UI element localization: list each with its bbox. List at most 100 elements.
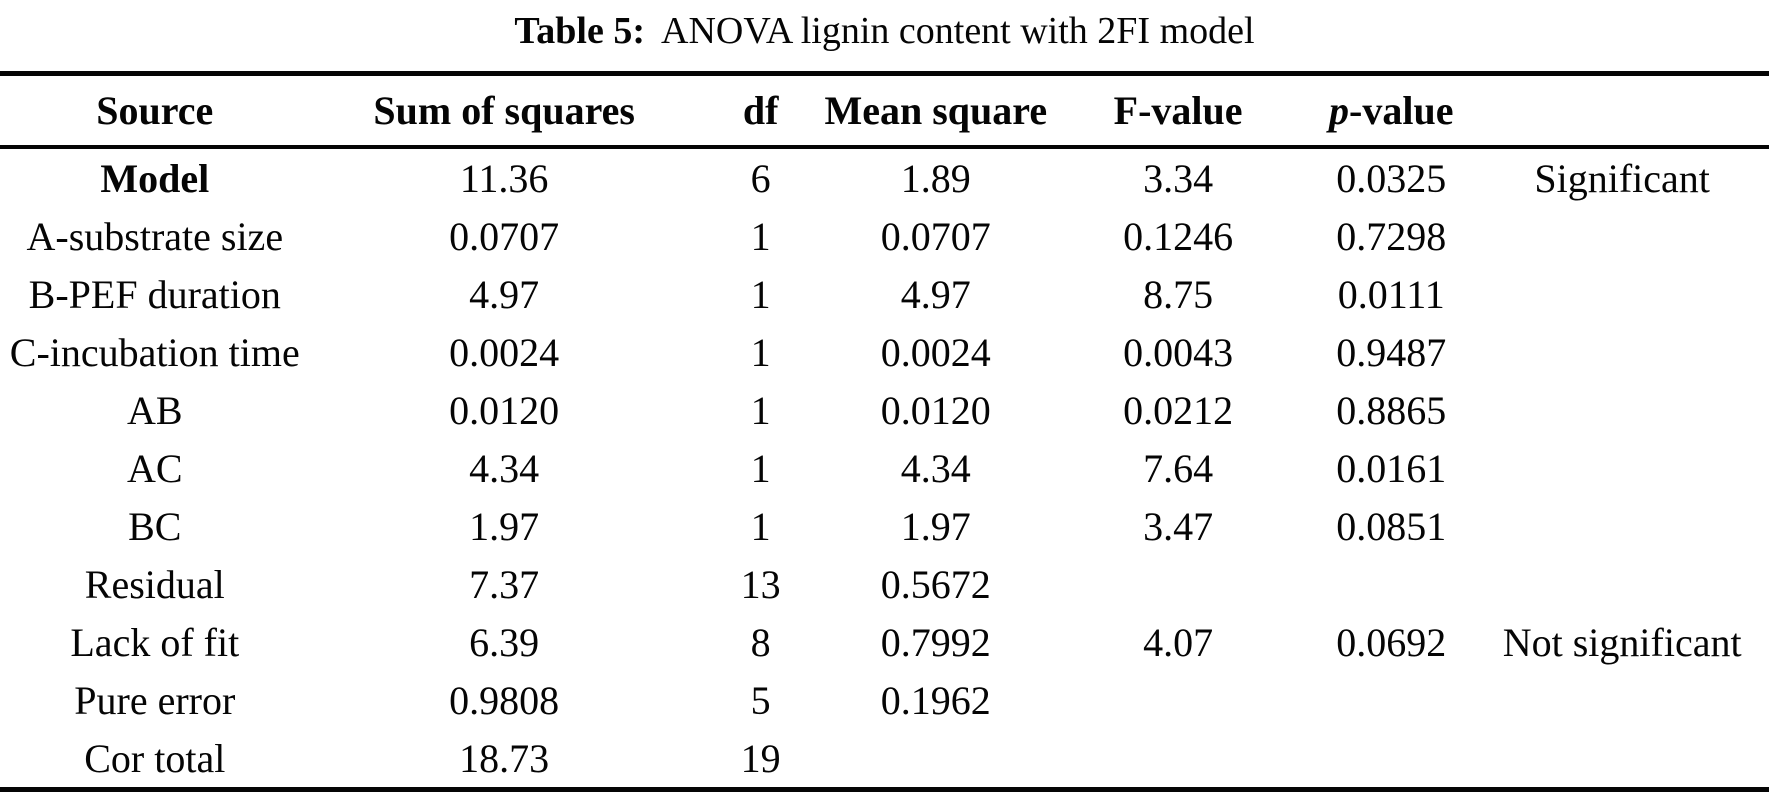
cell-source: Residual xyxy=(84,561,225,607)
cell-sum-of-squares: 6.39 xyxy=(469,619,540,665)
cell-mean-square: 0.0024 xyxy=(880,329,991,375)
table-row-cor-total: Cor total 18.73 19 xyxy=(0,729,1769,790)
cell-source: A-substrate size xyxy=(26,213,284,259)
cell-mean-square: 0.0707 xyxy=(880,213,991,259)
cell-source: BC xyxy=(128,503,182,549)
cell-mean-square: 0.5672 xyxy=(880,561,991,607)
anova-table: Source Sum of squares df Mean square F-v… xyxy=(0,71,1769,792)
cell-note xyxy=(1475,439,1769,497)
cell-mean-square: 4.34 xyxy=(900,445,971,491)
header-sum-of-squares: Sum of squares xyxy=(373,88,635,133)
cell-p-value: 0.9487 xyxy=(1336,329,1447,375)
cell-sum-of-squares: 0.9808 xyxy=(449,677,560,723)
cell-df: 8 xyxy=(750,619,771,665)
cell-f-value: 4.07 xyxy=(1143,619,1214,665)
cell-f-value: 3.47 xyxy=(1143,503,1214,549)
cell-df: 1 xyxy=(750,271,771,317)
header-f-value: F-value xyxy=(1113,88,1243,133)
header-df: df xyxy=(742,88,779,133)
cell-f-value: 0.0212 xyxy=(1123,387,1234,433)
table-caption-text: ANOVA lignin content with 2FI model xyxy=(661,10,1255,52)
cell-sum-of-squares: 1.97 xyxy=(469,503,540,549)
cell-note xyxy=(1475,671,1769,729)
cell-df: 1 xyxy=(750,213,771,259)
cell-p-value: 0.0325 xyxy=(1336,155,1447,201)
cell-p-value: 0.0692 xyxy=(1336,619,1447,665)
cell-source: Lack of fit xyxy=(70,619,240,665)
cell-note xyxy=(1475,323,1769,381)
table-row-residual: Residual 7.37 13 0.5672 xyxy=(0,555,1769,613)
header-mean-square: Mean square xyxy=(824,88,1048,133)
cell-sum-of-squares: 0.0707 xyxy=(449,213,560,259)
cell-source: B-PEF duration xyxy=(28,271,281,317)
table-row-pure-error: Pure error 0.9808 5 0.1962 xyxy=(0,671,1769,729)
table-row-ac: AC 4.34 1 4.34 7.64 0.0161 xyxy=(0,439,1769,497)
cell-f-value: 3.34 xyxy=(1143,155,1214,201)
cell-note xyxy=(1475,207,1769,265)
cell-sum-of-squares: 11.36 xyxy=(459,155,549,201)
table-row-c-incubation-time: C-incubation time 0.0024 1 0.0024 0.0043… xyxy=(0,323,1769,381)
table-row-b-pef-duration: B-PEF duration 4.97 1 4.97 8.75 0.0111 xyxy=(0,265,1769,323)
cell-mean-square: 0.0120 xyxy=(880,387,991,433)
cell-f-value xyxy=(1049,729,1307,790)
cell-source: C-incubation time xyxy=(9,329,300,375)
cell-sum-of-squares: 18.73 xyxy=(459,735,550,781)
cell-source: Cor total xyxy=(84,735,226,781)
cell-f-value xyxy=(1049,671,1307,729)
cell-sum-of-squares: 4.34 xyxy=(469,445,540,491)
cell-df: 1 xyxy=(750,503,771,549)
cell-source: AC xyxy=(126,445,183,491)
cell-df: 1 xyxy=(750,329,771,375)
cell-note: Not significant xyxy=(1502,619,1742,665)
cell-p-value: 0.7298 xyxy=(1336,213,1447,259)
cell-mean-square xyxy=(823,729,1049,790)
cell-note xyxy=(1475,555,1769,613)
cell-p-value xyxy=(1307,729,1475,790)
cell-note xyxy=(1475,497,1769,555)
table-body: Model 11.36 6 1.89 3.34 0.0325 Significa… xyxy=(0,147,1769,790)
cell-f-value: 8.75 xyxy=(1143,271,1214,317)
table-row-bc: BC 1.97 1 1.97 3.47 0.0851 xyxy=(0,497,1769,555)
cell-df: 6 xyxy=(750,155,771,201)
cell-df: 1 xyxy=(750,387,771,433)
header-p-value-rest: -value xyxy=(1349,88,1454,133)
table-row-model: Model 11.36 6 1.89 3.34 0.0325 Significa… xyxy=(0,147,1769,207)
cell-mean-square: 4.97 xyxy=(900,271,971,317)
header-p-value: p-value xyxy=(1307,74,1475,148)
cell-source: Pure error xyxy=(74,677,236,723)
table-row-a-substrate-size: A-substrate size 0.0707 1 0.0707 0.1246 … xyxy=(0,207,1769,265)
cell-sum-of-squares: 7.37 xyxy=(469,561,540,607)
cell-f-value: 0.1246 xyxy=(1123,213,1234,259)
cell-source: Model xyxy=(100,155,210,201)
cell-note xyxy=(1475,265,1769,323)
cell-sum-of-squares: 0.0120 xyxy=(449,387,560,433)
cell-note xyxy=(1475,729,1769,790)
cell-df: 13 xyxy=(740,561,781,607)
cell-f-value: 0.0043 xyxy=(1123,329,1234,375)
cell-mean-square: 0.1962 xyxy=(880,677,991,723)
header-p-value-italic: p xyxy=(1329,88,1350,133)
table-header: Source Sum of squares df Mean square F-v… xyxy=(0,74,1769,148)
table-caption: Table 5: ANOVA lignin content with 2FI mo… xyxy=(0,6,1769,56)
cell-p-value: 0.0161 xyxy=(1336,445,1447,491)
cell-df: 19 xyxy=(740,735,781,781)
cell-p-value xyxy=(1307,555,1475,613)
cell-sum-of-squares: 0.0024 xyxy=(449,329,560,375)
cell-p-value: 0.0111 xyxy=(1337,271,1445,317)
cell-df: 5 xyxy=(750,677,771,723)
cell-f-value: 7.64 xyxy=(1143,445,1214,491)
cell-source: AB xyxy=(126,387,183,433)
cell-f-value xyxy=(1049,555,1307,613)
header-note xyxy=(1475,74,1769,148)
cell-p-value: 0.8865 xyxy=(1336,387,1447,433)
table-row-lack-of-fit: Lack of fit 6.39 8 0.7992 4.07 0.0692 No… xyxy=(0,613,1769,671)
cell-mean-square: 1.89 xyxy=(900,155,971,201)
cell-mean-square: 0.7992 xyxy=(880,619,991,665)
cell-p-value: 0.0851 xyxy=(1336,503,1447,549)
cell-df: 1 xyxy=(750,445,771,491)
cell-note xyxy=(1475,381,1769,439)
cell-note: Significant xyxy=(1534,155,1710,201)
header-source: Source xyxy=(96,88,214,133)
table-caption-label: Table 5: xyxy=(514,10,645,52)
